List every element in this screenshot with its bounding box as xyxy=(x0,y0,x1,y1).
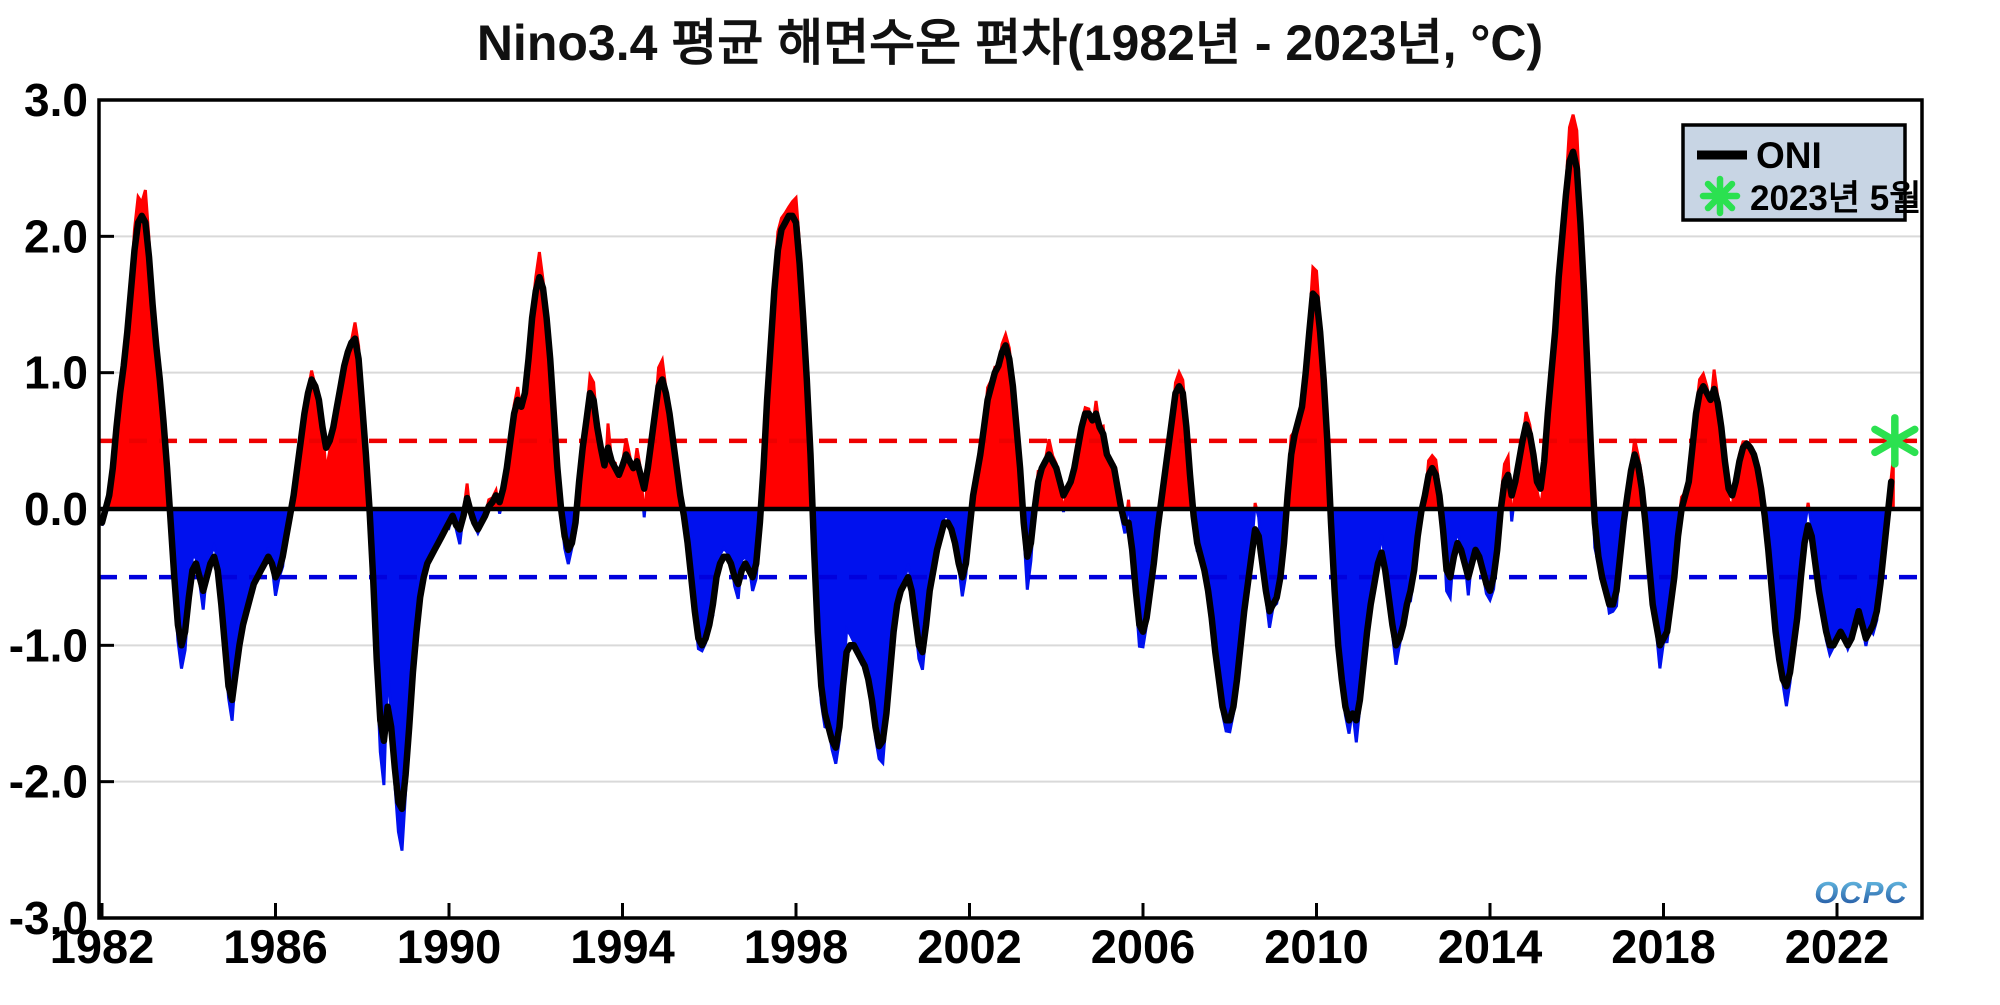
x-axis-label-1982: 1982 xyxy=(50,920,155,973)
x-axis-label-1986: 1986 xyxy=(223,920,328,973)
legend-marker-label: 2023년 5월 xyxy=(1750,179,1921,218)
y-axis-labels: 3.0 2.0 1.0 0.0 -1.0 -2.0 -3.0 xyxy=(9,74,88,944)
x-axis-label-1994: 1994 xyxy=(570,920,675,973)
may-2023-marker xyxy=(1871,414,1919,468)
x-axis-label-2022: 2022 xyxy=(1785,920,1890,973)
y-axis-label-0.0: 0.0 xyxy=(24,483,88,535)
y-axis-label--1.0: -1.0 xyxy=(9,619,88,671)
cold-anomaly-fill xyxy=(102,509,1895,851)
warm-anomaly-fill xyxy=(102,114,1895,509)
x-axis-label-2014: 2014 xyxy=(1438,920,1543,973)
oni-line xyxy=(98,148,1895,813)
y-axis-label--2.0: -2.0 xyxy=(9,756,88,808)
chart-title: Nino3.4 평균 해면수온 편차(1982년 - 2023년, °C) xyxy=(477,15,1543,71)
y-axis-label--3.0: -3.0 xyxy=(9,892,88,944)
x-axis-label-2010: 2010 xyxy=(1264,920,1369,973)
x-axis-labels: 1982 1986 1990 1994 1998 2002 2006 2010 2014 2018… xyxy=(50,920,1890,973)
y-axis-label-3.0: 3.0 xyxy=(24,74,88,126)
plot-border xyxy=(97,98,1924,920)
threshold-lines xyxy=(99,438,1922,580)
legend: ONI 2023년 5월 xyxy=(1681,123,1921,222)
x-axis-label-1998: 1998 xyxy=(744,920,849,973)
asterisk-arm xyxy=(1704,180,1736,212)
x-axis-label-2006: 2006 xyxy=(1091,920,1196,973)
x-axis-label-1990: 1990 xyxy=(397,920,502,973)
data-series xyxy=(98,148,1895,813)
asterisk-arm xyxy=(1871,425,1919,457)
y-axis-label-2.0: 2.0 xyxy=(24,210,88,262)
asterisk-icon xyxy=(1699,175,1741,217)
x-axis-label-2018: 2018 xyxy=(1611,920,1716,973)
y-axis-label-1.0: 1.0 xyxy=(24,347,88,399)
x-axis-label-2002: 2002 xyxy=(917,920,1022,973)
legend-oni-label: ONI xyxy=(1756,135,1822,176)
ocpc-watermark: OCPC xyxy=(1814,875,1908,910)
